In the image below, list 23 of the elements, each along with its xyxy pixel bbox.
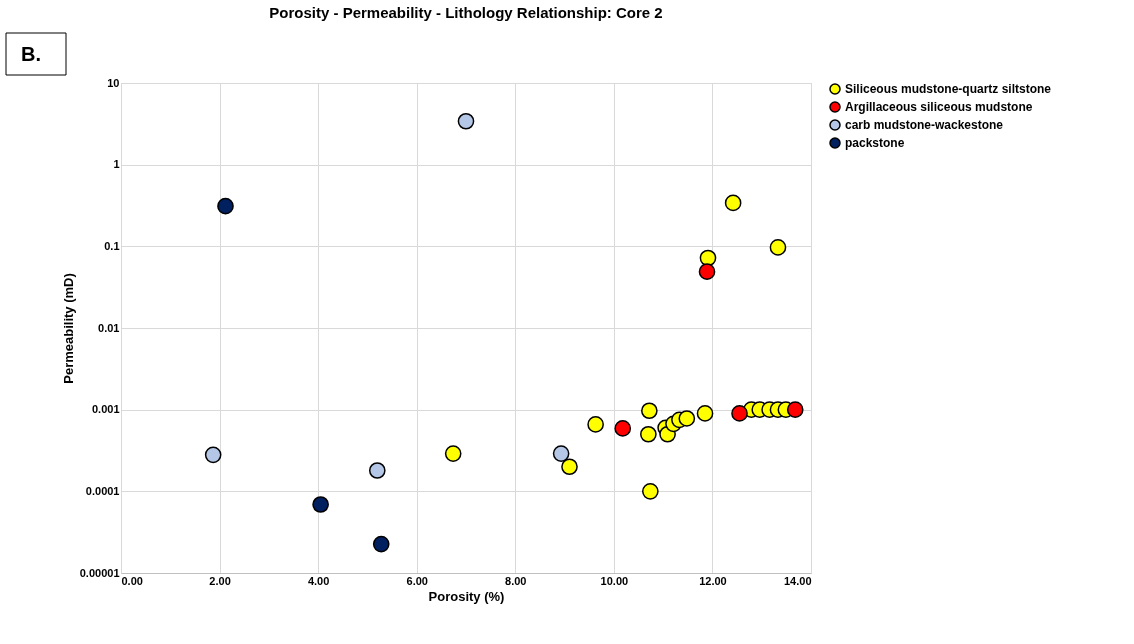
x-tick-label: 10.00 — [600, 574, 629, 587]
x-axis-title: Porosity (%) — [428, 588, 505, 604]
y-tick-label: 0.1 — [104, 239, 120, 252]
legend-label: Argillaceous siliceous mudstone — [845, 100, 1033, 114]
y-tick-label: 0.0001 — [85, 484, 120, 497]
y-tick-label: 0.01 — [98, 321, 120, 334]
chart-title: Porosity - Permeability - Lithology Relationship: Core 2 — [269, 3, 663, 21]
legend-label: carb mudstone-wackestone — [845, 118, 1004, 132]
y-tick-label: 0.001 — [91, 403, 120, 416]
legend-label: Siliceous mudstone-quartz siltstone — [845, 82, 1052, 96]
text: B. — [21, 43, 41, 65]
x-tick-label: 6.00 — [406, 574, 428, 587]
x-tick-label: 0.00 — [121, 574, 143, 587]
x-tick-label: 2.00 — [209, 574, 231, 587]
y-tick-label: 1 — [113, 158, 120, 171]
y-tick-label: 10 — [107, 76, 120, 89]
x-tick-label: 8.00 — [505, 574, 527, 587]
x-tick-label: 12.00 — [699, 574, 727, 587]
y-tick-label: 0.00001 — [79, 566, 120, 579]
legend-label: packstone — [845, 136, 905, 150]
y-axis-title: Permeability (mD) — [60, 273, 76, 384]
x-tick-label: 14.00 — [783, 574, 812, 587]
x-tick-label: 4.00 — [307, 574, 330, 587]
